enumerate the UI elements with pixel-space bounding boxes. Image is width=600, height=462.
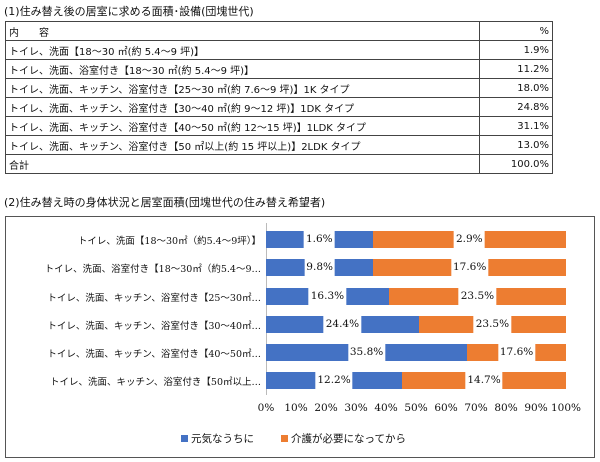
value-label: 24.4% bbox=[323, 316, 362, 333]
value-label: 17.6% bbox=[497, 344, 536, 361]
content-cell: トイレ、洗面、キッチン、浴室付き【30～40 ㎡(約 9～12 坪)】1DK タ… bbox=[5, 97, 480, 117]
content-cell: トイレ、洗面、キッチン、浴室付き【50 ㎡以上(約 15 坪以上)】2LDK タ… bbox=[5, 135, 480, 155]
category-label: トイレ、洗面、キッチン、浴室付き【25～30㎡… bbox=[47, 293, 261, 304]
x-tick-label: 80% bbox=[494, 402, 518, 414]
section2-title: (2)住み替え時の身体状況と居室面積(団塊世代の住み替え希望者) bbox=[4, 196, 326, 209]
percent-cell: 31.1% bbox=[479, 116, 553, 136]
percent-cell: 24.8% bbox=[479, 97, 553, 117]
x-tick-label: 100% bbox=[550, 402, 582, 414]
value-label: 17.6% bbox=[450, 259, 489, 276]
value-label: 23.5% bbox=[473, 316, 512, 333]
stacked-bar-chart: トイレ、洗面【18～30㎡（約5.4～9坪）】 1.6% 2.9% トイレ、洗面、浴室… bbox=[5, 216, 595, 458]
content-cell: トイレ、洗面【18～30 ㎡(約 5.4～9 坪)】 bbox=[5, 40, 480, 60]
table-row: トイレ、洗面【18～30 ㎡(約 5.4～9 坪)】 1.9% bbox=[5, 40, 553, 60]
category-label: トイレ、洗面、キッチン、浴室付き【40～50㎡… bbox=[47, 349, 261, 360]
content-cell: トイレ、洗面、キッチン、浴室付き【25～30 ㎡(約 7.6～9 坪)】1K タ… bbox=[5, 78, 480, 98]
x-tick-label: 60% bbox=[434, 402, 458, 414]
content-cell: 合計 bbox=[5, 154, 480, 174]
category-label: トイレ、洗面【18～30㎡（約5.4～9坪）】 bbox=[77, 236, 261, 247]
value-label: 16.3% bbox=[308, 288, 347, 305]
percent-cell: 11.2% bbox=[479, 59, 553, 79]
x-tick-label: 40% bbox=[374, 402, 398, 414]
percent-cell: % bbox=[479, 21, 553, 41]
percent-cell: 1.9% bbox=[479, 40, 553, 60]
content-cell: トイレ、洗面、キッチン、浴室付き【40～50 ㎡(約 12～15 坪)】1LDK… bbox=[5, 116, 480, 136]
category-label: トイレ、洗面、浴室付き【18～30㎡（約5.4～9… bbox=[44, 264, 261, 275]
table-row: トイレ、洗面、浴室付き【18～30 ㎡(約 5.4～9 坪)】 11.2% bbox=[5, 59, 553, 79]
table-row: トイレ、洗面、キッチン、浴室付き【40～50 ㎡(約 12～15 坪)】1LDK… bbox=[5, 116, 553, 136]
legend-label: 介護が必要になってから bbox=[291, 433, 406, 445]
percent-cell: 100.0% bbox=[479, 154, 553, 174]
legend-item: 元気なうちに bbox=[181, 431, 254, 446]
x-tick-label: 70% bbox=[464, 402, 488, 414]
content-cell: トイレ、洗面、浴室付き【18～30 ㎡(約 5.4～9 坪)】 bbox=[5, 59, 480, 79]
value-label: 23.5% bbox=[458, 288, 497, 305]
table-row: トイレ、洗面、キッチン、浴室付き【25～30 ㎡(約 7.6～9 坪)】1K タ… bbox=[5, 78, 553, 98]
legend-swatch bbox=[281, 435, 288, 442]
x-tick-label: 90% bbox=[524, 402, 548, 414]
legend-swatch bbox=[181, 435, 188, 442]
value-label: 9.8% bbox=[304, 259, 335, 276]
table-header: 内 容% bbox=[5, 21, 553, 41]
content-cell: 内 容 bbox=[5, 21, 480, 41]
x-tick-label: 30% bbox=[344, 402, 368, 414]
legend-label: 元気なうちに bbox=[191, 433, 254, 445]
section1-title: (1)住み替え後の居室に求める面積･設備(団塊世代) bbox=[4, 5, 254, 18]
percent-cell: 13.0% bbox=[479, 135, 553, 155]
table-row: トイレ、洗面、キッチン、浴室付き【50 ㎡以上(約 15 坪以上)】2LDK タ… bbox=[5, 135, 553, 155]
x-tick-label: 0% bbox=[257, 402, 275, 414]
value-label: 1.6% bbox=[303, 231, 335, 248]
x-tick-label: 20% bbox=[314, 402, 338, 414]
x-tick-label: 50% bbox=[404, 402, 428, 414]
legend-item: 介護が必要になってから bbox=[281, 431, 406, 446]
area-table: 内 容% トイレ、洗面【18～30 ㎡(約 5.4～9 坪)】 1.9% トイレ、洗面… bbox=[5, 21, 553, 174]
percent-cell: 18.0% bbox=[479, 78, 553, 98]
value-label: 2.9% bbox=[453, 231, 485, 248]
value-label: 14.7% bbox=[465, 372, 503, 389]
category-label: トイレ、洗面、キッチン、浴室付き【30～40㎡… bbox=[47, 321, 261, 332]
table-row: 合計 100.0% bbox=[5, 154, 553, 174]
table-row: トイレ、洗面、キッチン、浴室付き【30～40 ㎡(約 9～12 坪)】1DK タ… bbox=[5, 97, 553, 117]
axis-line bbox=[266, 223, 267, 395]
value-label: 35.8% bbox=[347, 344, 386, 361]
value-label: 12.2% bbox=[315, 372, 353, 389]
category-label: トイレ、洗面、キッチン、浴室付き【50㎡以上… bbox=[49, 377, 261, 388]
x-tick-label: 10% bbox=[284, 402, 308, 414]
